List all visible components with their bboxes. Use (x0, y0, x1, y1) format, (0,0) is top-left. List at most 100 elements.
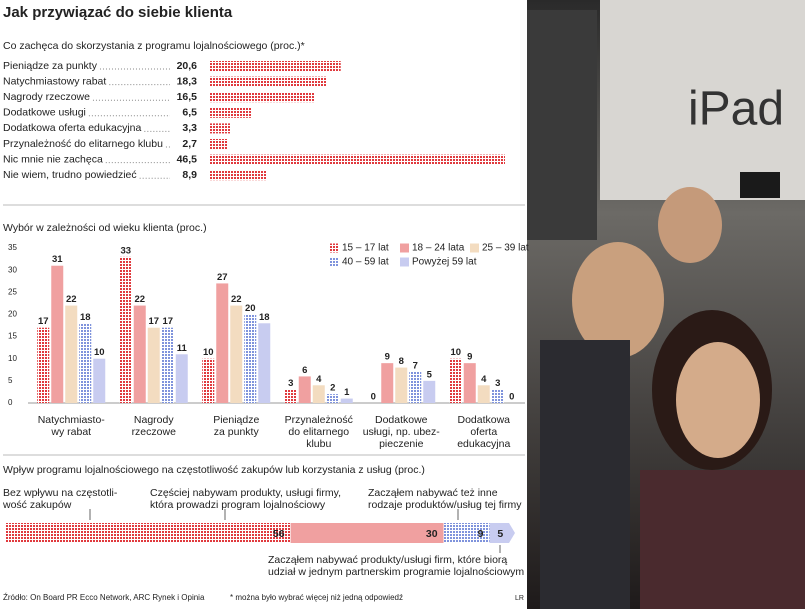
segment-category: Zacząłem nabywać też inne rodzaje produkt… (368, 487, 522, 511)
data-label: 10 (203, 347, 214, 358)
x-tick-label: Dodatkowa oferta edukacyjna (457, 414, 510, 450)
data-label: 10 (450, 347, 461, 358)
segment (5, 523, 291, 543)
bar (210, 76, 327, 87)
legend-label: 25 – 39 lat (482, 243, 529, 254)
x-tick-label: Dodatkowe usługi, np. ubez-pieczenie (363, 414, 441, 450)
bar (216, 283, 229, 403)
category-label: Natychmiastowy rabat (3, 75, 106, 87)
category-label: Nagrody rzeczowe (3, 91, 90, 103)
data-label: 4 (481, 374, 487, 385)
legend-swatch (400, 257, 409, 267)
legend-swatch (330, 257, 339, 267)
data-label: 27 (217, 272, 228, 283)
value-label: 2,7 (182, 138, 197, 150)
data-label: 20 (245, 303, 256, 314)
segment (443, 523, 490, 543)
x-tick-label: Przynależność do elitarnego klubu (285, 414, 353, 450)
data-label: 4 (316, 374, 322, 385)
y-tick-label: 15 (8, 332, 17, 341)
value-label: 16,5 (177, 91, 198, 103)
bar (210, 61, 341, 71)
bar (161, 327, 174, 403)
category-label: Pieniądze za punkty (3, 60, 98, 72)
data-label: 2 (330, 383, 335, 394)
legend-label: 18 – 24 lata (412, 243, 465, 254)
data-label: 9 (385, 352, 390, 363)
data-label: 17 (148, 316, 159, 327)
legend-label: Powyżej 59 lat (412, 257, 477, 268)
data-label: 31 (52, 254, 63, 265)
credit: LR (515, 595, 524, 602)
segment-label: 9 (478, 528, 484, 540)
data-label: 9 (467, 352, 472, 363)
data-label: 33 (120, 245, 131, 256)
bar (298, 376, 311, 403)
segment-category: Bez wpływu na częstotli-wość zakupów (2, 487, 118, 511)
y-tick-label: 30 (8, 265, 17, 274)
legend-swatch (330, 243, 339, 253)
bar (175, 354, 188, 403)
bar (477, 385, 490, 403)
segment-label: 5 (497, 528, 503, 540)
y-tick-label: 0 (8, 398, 13, 407)
value-label: 8,9 (182, 169, 197, 181)
legend-label: 15 – 17 lat (342, 243, 389, 254)
legend-label: 40 – 59 lat (342, 257, 389, 268)
segment-category: Częściej nabywam produkty, usługi firmy,… (150, 487, 341, 511)
photo-sign: iPad (688, 83, 784, 136)
data-label: 3 (288, 378, 293, 389)
bar (133, 305, 146, 403)
legend-swatch (470, 243, 479, 253)
category-label: Nic mnie nie zachęca (3, 153, 103, 165)
chart-title: Wpływ programu lojalnościowego na często… (3, 464, 425, 476)
bar (312, 385, 325, 403)
bar (326, 394, 339, 403)
value-label: 6,5 (182, 107, 197, 119)
x-tick-label: Natychmiasto-wy rabat (38, 414, 106, 438)
y-tick-label: 25 (8, 287, 17, 296)
y-tick-label: 5 (8, 376, 13, 385)
bar (423, 380, 436, 403)
data-label: 0 (509, 392, 514, 403)
category-label: Dodatkowe usługi (3, 107, 86, 119)
bar (119, 256, 132, 403)
bar (230, 305, 243, 403)
data-label: 17 (38, 316, 49, 327)
category-label: Nie wiem, trudno powiedzieć (3, 169, 137, 181)
bar (491, 389, 504, 403)
data-label: 8 (399, 356, 404, 367)
bar (449, 358, 462, 403)
bar (244, 314, 257, 403)
bar (284, 389, 297, 403)
bar (381, 363, 394, 403)
chart-subtitle: Co zachęca do skorzystania z programu lo… (3, 40, 305, 52)
x-tick-label: Nagrody rzeczowe (132, 414, 177, 438)
data-label: 22 (231, 294, 242, 305)
data-label: 17 (162, 316, 173, 327)
data-label: 18 (259, 312, 270, 323)
bar (210, 107, 252, 118)
bar (210, 139, 228, 149)
bar (395, 367, 408, 403)
bar (93, 358, 106, 403)
data-label: 22 (66, 294, 77, 305)
y-tick-label: 20 (8, 310, 17, 319)
segment (290, 523, 444, 543)
bar (210, 154, 505, 165)
category-label: Dodatkowa oferta edukacyjna (3, 122, 141, 134)
data-label: 11 (177, 343, 188, 354)
value-label: 46,5 (177, 153, 198, 165)
segment-label: 30 (426, 528, 438, 540)
bar (79, 323, 92, 403)
y-tick-label: 35 (8, 243, 17, 252)
x-tick-label: Pieniądze za punkty (213, 414, 259, 438)
segment-label: 56 (273, 528, 285, 540)
chart-title: Wybór w zależności od wieku klienta (pro… (3, 222, 207, 234)
bar (409, 372, 422, 403)
data-label: 18 (80, 312, 91, 323)
data-label: 7 (413, 361, 418, 372)
bar (210, 170, 267, 181)
data-label: 1 (344, 387, 350, 398)
